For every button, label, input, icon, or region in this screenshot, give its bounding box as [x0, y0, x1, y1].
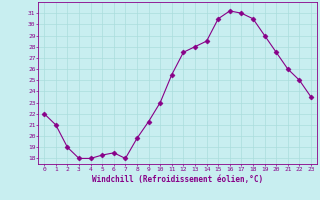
X-axis label: Windchill (Refroidissement éolien,°C): Windchill (Refroidissement éolien,°C)	[92, 175, 263, 184]
